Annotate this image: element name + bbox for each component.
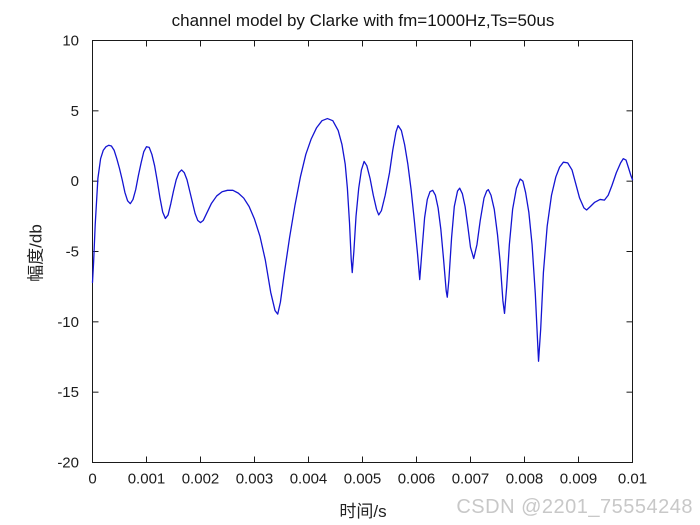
y-tick-label: 0 [71, 173, 79, 190]
watermark: CSDN @2201_75554248 [456, 496, 693, 518]
y-tick-label: 5 [71, 103, 79, 120]
x-tick-label: 0.008 [506, 471, 544, 488]
x-tick-label: 0.01 [618, 471, 647, 488]
x-tick-label: 0.006 [398, 471, 436, 488]
x-axis-label: 时间/s [339, 502, 387, 521]
x-tick-label: 0.009 [560, 471, 598, 488]
y-tick-label: -20 [57, 455, 79, 472]
y-tick-label: -10 [57, 314, 79, 331]
axis-box [92, 40, 633, 463]
y-tick-label: -5 [66, 244, 79, 261]
x-tick-label: 0 [88, 471, 96, 488]
curve-line [91, 117, 634, 362]
y-tick-label: 10 [62, 33, 79, 50]
x-tick-label: 0.003 [236, 471, 274, 488]
chart-title: channel model by Clarke with fm=1000Hz,T… [171, 11, 555, 30]
y-tick-label: -15 [57, 384, 79, 401]
x-tick-label: 0.002 [182, 471, 220, 488]
x-tick-label: 0.001 [128, 471, 166, 488]
x-tick-label: 0.007 [452, 471, 490, 488]
x-tick-label: 0.005 [344, 471, 382, 488]
x-tick-label: 0.004 [290, 471, 328, 488]
